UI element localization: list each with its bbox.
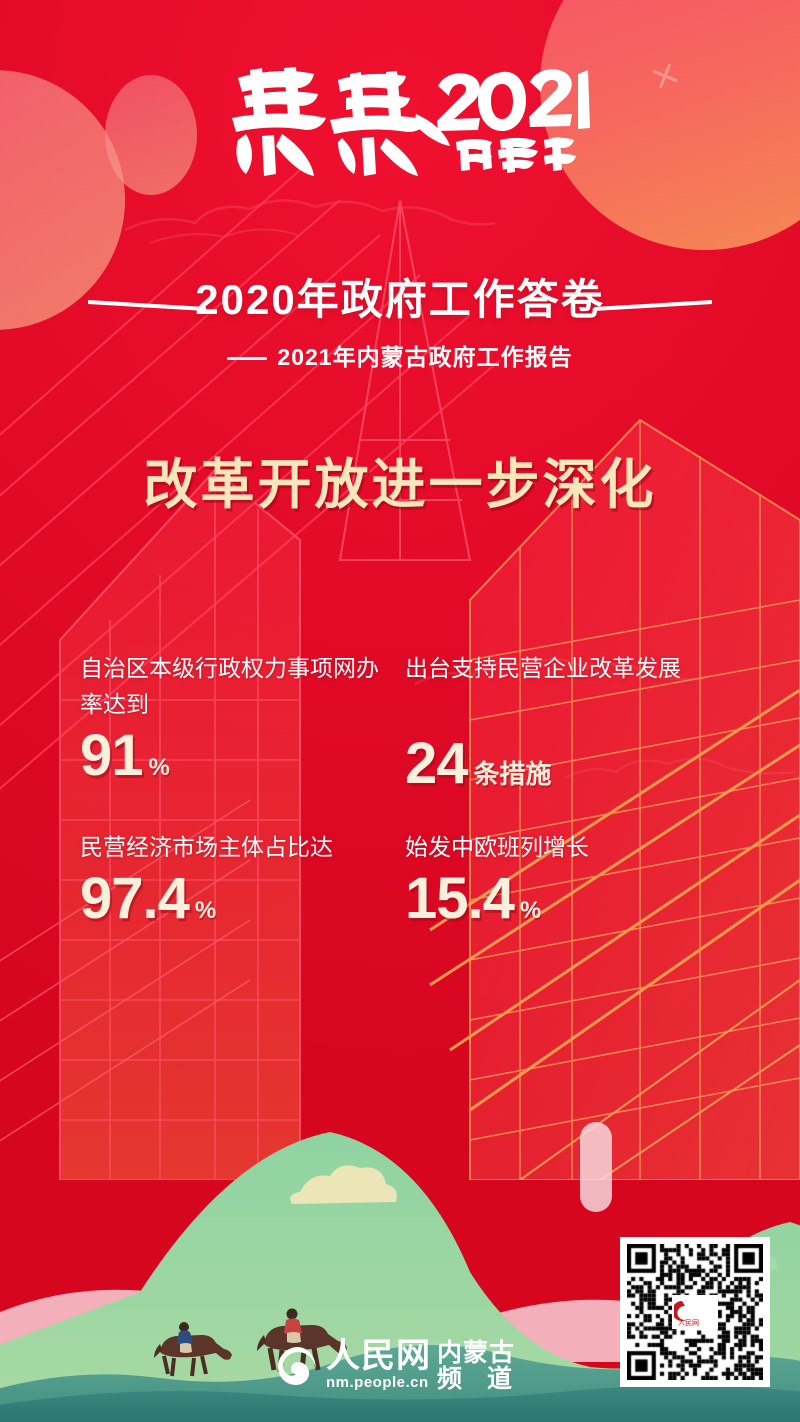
subtitle-dash-icon: [227, 357, 268, 361]
stat-label: 出台支持民营企业改革发展: [405, 655, 681, 681]
stat-spacer: [405, 686, 722, 730]
stat-card-1: 自治区本级行政权力事项网办率达到 91 %: [80, 650, 405, 795]
stat-card-3: 民营经济市场主体占比达 97.4 %: [80, 829, 405, 930]
stat-unit: %: [148, 754, 170, 781]
headline: 改革开放进一步深化: [143, 455, 657, 515]
stats-row-2: 民营经济市场主体占比达 97.4 % 始发中欧班列增长 15.4 %: [80, 829, 730, 930]
brand-name: 人民网: [326, 1337, 431, 1375]
stat-value: 97.4: [80, 865, 190, 931]
stat-value: 91: [80, 723, 144, 788]
brand-channel: 内蒙古 频 道: [437, 1340, 521, 1392]
title-block: 2020年政府工作答卷 2021年内蒙古政府工作报告: [0, 272, 800, 372]
channel-line-2: 频 道: [437, 1365, 521, 1393]
brush-logo: [0, 58, 800, 188]
stat-unit: 条措施: [473, 759, 552, 789]
page-title: 2020年政府工作答卷: [195, 276, 605, 323]
stat-label: 民营经济市场主体占比达: [80, 833, 333, 860]
footer-brand: 人民网 nm.people.cn 内蒙古 频 道: [276, 1337, 521, 1392]
stat-label: 始发中欧班列增长: [405, 833, 589, 860]
stat-value-line: 97.4 %: [80, 865, 397, 931]
stat-value-line: 91 %: [80, 723, 397, 788]
stat-unit: %: [194, 896, 217, 924]
stat-value: 24: [405, 731, 469, 796]
cloud-shape: [290, 1165, 397, 1204]
stats-grid: 自治区本级行政权力事项网办率达到 91 % 出台支持民营企业改革发展 24 条措…: [80, 650, 730, 930]
stats-row-1: 自治区本级行政权力事项网办率达到 91 % 出台支持民营企业改革发展 24 条措…: [80, 650, 730, 795]
people-daily-logo-icon: [278, 1347, 316, 1385]
svg-text:人民网: 人民网: [678, 1319, 699, 1327]
horse-rider-1: [154, 1322, 232, 1377]
title-decor-line-left: [88, 300, 206, 311]
stat-card-2: 出台支持民营企业改革发展 24 条措施: [405, 650, 730, 795]
brand-words: 人民网 nm.people.cn: [326, 1337, 431, 1391]
horse-rider-2: [257, 1308, 347, 1373]
city-wireframe-art: [0, 169, 800, 1180]
title-decor-line-right: [594, 300, 712, 311]
stat-label: 自治区本级行政权力事项网办率达到: [80, 655, 379, 717]
stat-value-line: 24 条措施: [405, 731, 722, 796]
stat-value-line: 15.4 %: [405, 865, 722, 931]
qr-center-logo: 人民网: [672, 1295, 718, 1329]
stat-unit: %: [519, 896, 542, 924]
stat-card-4: 始发中欧班列增长 15.4 %: [405, 829, 730, 930]
stat-value: 15.4: [405, 865, 515, 931]
brand-url: nm.people.cn: [326, 1374, 429, 1391]
page-subtitle: 2021年内蒙古政府工作报告: [0, 338, 800, 372]
channel-line-1: 内蒙古: [437, 1339, 516, 1367]
qr-code[interactable]: 人民网: [620, 1237, 770, 1387]
subtitle-text: 2021年内蒙古政府工作报告: [277, 344, 573, 370]
